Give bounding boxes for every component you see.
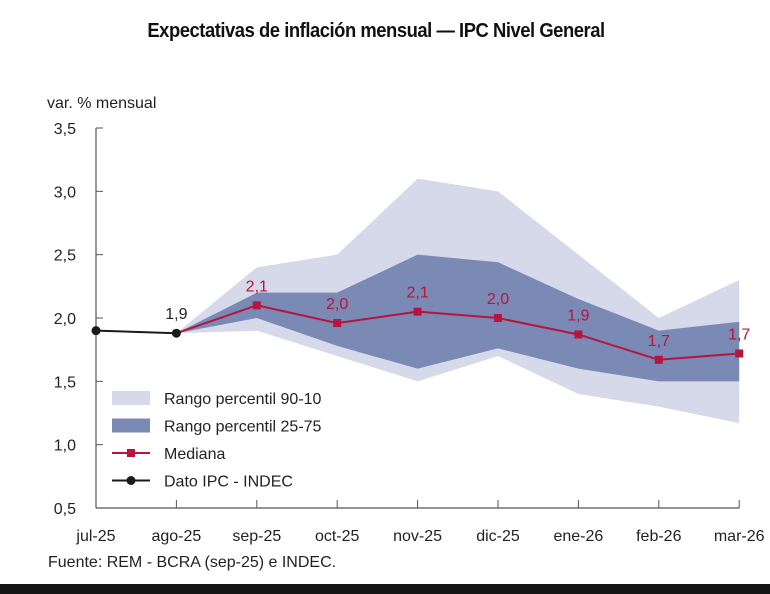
labels-layer: 2,1 2,0 2,1 2,0 1,9 1,7 1,7 1,9 (165, 278, 750, 349)
y-axis-label: var. % mensual (47, 95, 156, 112)
legend-marker (127, 449, 135, 457)
median-point (574, 330, 583, 339)
y-tick-label: 0,5 (54, 501, 76, 518)
median-point (735, 349, 744, 358)
data-label: 1,9 (165, 306, 187, 323)
bottom-bar (0, 584, 770, 594)
x-tick-label: sep-25 (232, 528, 281, 545)
data-label: 1,7 (728, 326, 750, 343)
axes-layer: 0,5 1,0 1,5 2,0 2,5 3,0 3,5 jul-25 ago-25 sep-25 o… (54, 121, 765, 545)
x-tick-label: jul-25 (75, 528, 115, 545)
x-tick-label: mar-26 (714, 528, 765, 545)
y-tick-label: 2,0 (54, 311, 76, 328)
legend-label: Mediana (164, 446, 225, 463)
median-line (176, 304, 740, 361)
x-tick-label: oct-25 (315, 528, 360, 545)
y-tick-label: 1,0 (54, 438, 76, 455)
chart-title: Expectativas de inflación mensual — IPC … (147, 20, 605, 42)
data-label: 2,0 (326, 296, 348, 313)
y-tick-label: 2,5 (54, 248, 76, 265)
legend-label: Dato IPC - INDEC (164, 474, 293, 491)
x-tick-label: feb-26 (636, 528, 681, 545)
legend-label: Rango percentil 25-75 (164, 419, 322, 436)
x-tick-label: ene-26 (553, 528, 603, 545)
median-point (333, 319, 342, 328)
y-tick-label: 3,0 (54, 184, 76, 201)
data-label: 1,7 (648, 333, 670, 350)
median-point (494, 314, 502, 322)
legend: Rango percentil 90-10 Rango percentil 25-… (112, 391, 322, 491)
y-tick-label: 1,5 (54, 374, 76, 391)
data-label: 2,0 (487, 291, 509, 308)
x-tick-label: nov-25 (393, 528, 442, 545)
legend-marker (126, 476, 136, 485)
bands-layer (176, 178, 740, 424)
data-label: 2,1 (406, 285, 428, 302)
median-point (654, 355, 663, 364)
legend-label: Rango percentil 90-10 (164, 391, 322, 408)
band-p25-75 (176, 254, 740, 382)
y-tick-label: 3,5 (54, 121, 76, 138)
x-tick-label: ago-25 (151, 528, 201, 545)
median-point (252, 301, 261, 310)
median-point (413, 307, 422, 316)
ipc-point (171, 328, 181, 338)
legend-swatch-p90-10 (112, 391, 150, 405)
data-label: 2,1 (246, 278, 268, 295)
ipc-point (91, 326, 101, 336)
x-tick-label: dic-25 (476, 528, 520, 545)
ipc-line (95, 329, 177, 335)
source-note: Fuente: REM - BCRA (sep-25) e INDEC. (48, 554, 336, 571)
data-label: 1,9 (567, 307, 589, 324)
lines-layer (91, 301, 744, 364)
legend-swatch-p25-75 (112, 418, 150, 433)
